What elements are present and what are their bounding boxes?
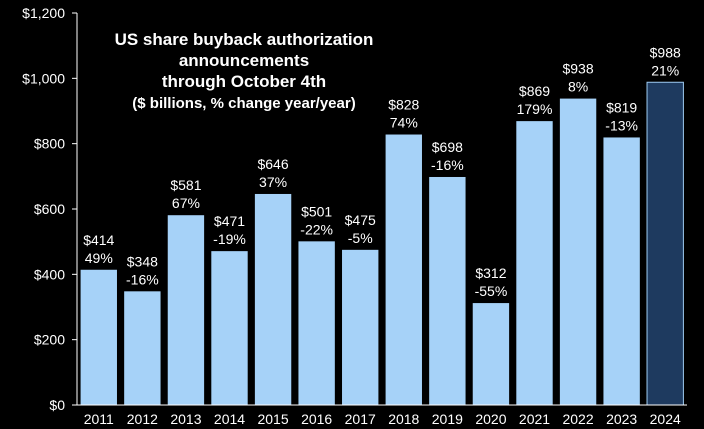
x-tick-label: 2018 — [388, 411, 419, 427]
value-label: $475 — [345, 212, 376, 228]
pct-label: -16% — [431, 157, 464, 173]
value-label: $698 — [432, 139, 463, 155]
data-labels: $414 49% $348 -16% $581 67% $471 -19% $646 37% $50… — [83, 44, 681, 299]
bar-2015 — [254, 193, 292, 405]
pct-label: 49% — [85, 250, 113, 266]
value-label: $819 — [606, 99, 637, 115]
x-tick-label: 2011 — [84, 411, 114, 427]
x-tick-label: 2020 — [475, 411, 506, 427]
chart-title: US share buyback authorization announcem… — [115, 30, 374, 112]
bars — [80, 81, 684, 406]
pct-label: 37% — [259, 174, 287, 190]
x-tick-label: 2013 — [170, 411, 201, 427]
bar-2013 — [167, 215, 205, 405]
bar-2018 — [385, 134, 422, 405]
bar-2023 — [603, 137, 640, 405]
bar-2011 — [80, 269, 117, 405]
bar-2019 — [429, 176, 466, 405]
bar-2021 — [516, 121, 553, 406]
x-tick-label: 2012 — [127, 411, 158, 427]
y-tick-label: $400 — [34, 266, 65, 282]
value-label: $312 — [475, 265, 506, 281]
value-label: $581 — [170, 177, 201, 193]
bar-2016 — [298, 241, 335, 405]
x-tick-label: 2014 — [214, 411, 245, 427]
x-tick-label: 2017 — [345, 411, 376, 427]
pct-label: 8% — [568, 79, 588, 95]
value-label: $988 — [650, 44, 681, 60]
bar-2020 — [472, 303, 510, 405]
x-tick-label: 2015 — [257, 411, 288, 427]
bar-2014 — [211, 251, 248, 405]
y-tick-label: $0 — [49, 397, 65, 413]
pct-label: 74% — [390, 115, 418, 131]
x-tick-label: 2016 — [301, 411, 332, 427]
value-label: $938 — [562, 61, 593, 77]
x-tick-label: 2019 — [432, 411, 463, 427]
bar-2012 — [124, 291, 161, 405]
pct-label: 179% — [517, 101, 553, 117]
x-axis: 2011 2012 2013 2014 2015 2016 2017 2018 2019 2020… — [77, 404, 687, 427]
title-line-1: US share buyback authorization — [115, 30, 374, 49]
y-tick-label: $800 — [34, 136, 65, 152]
pct-label: -13% — [605, 117, 638, 133]
x-tick-label: 2022 — [562, 411, 593, 427]
value-label: $501 — [301, 203, 332, 219]
value-label: $828 — [388, 97, 419, 113]
y-axis: $0 $200 $400 $600 $800 $1,000 $1,200 — [22, 5, 78, 413]
chart-subtitle: ($ billions, % change year/year) — [132, 95, 355, 112]
value-label: $348 — [127, 253, 158, 269]
value-label: $869 — [519, 83, 550, 99]
y-tick-label: $200 — [34, 332, 65, 348]
bar-2024 — [646, 81, 684, 406]
bar-2017 — [342, 249, 379, 405]
x-tick-label: 2024 — [650, 411, 681, 427]
value-label: $414 — [83, 232, 114, 248]
pct-label: -22% — [300, 221, 333, 237]
pct-label: -16% — [126, 271, 159, 287]
pct-label: 21% — [651, 62, 679, 78]
x-tick-label: 2023 — [606, 411, 637, 427]
x-tick-label: 2021 — [519, 411, 550, 427]
value-label: $646 — [257, 156, 288, 172]
value-label: $471 — [214, 213, 245, 229]
bar-2022 — [559, 98, 597, 405]
y-tick-label: $1,200 — [22, 5, 65, 21]
pct-label: -19% — [213, 231, 246, 247]
pct-label: -55% — [475, 283, 508, 299]
title-line-3: through October 4th — [162, 72, 326, 91]
pct-label: -5% — [348, 230, 373, 246]
title-line-2: announcements — [179, 51, 309, 70]
y-tick-label: $1,000 — [22, 70, 65, 86]
pct-label: 67% — [172, 195, 200, 211]
y-tick-label: $600 — [34, 201, 65, 217]
